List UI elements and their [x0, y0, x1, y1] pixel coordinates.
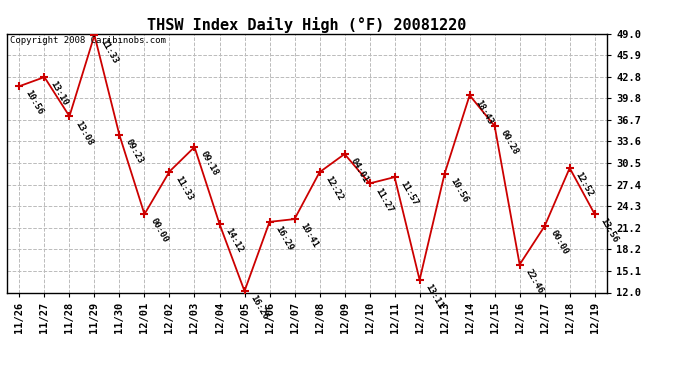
Text: 11:33: 11:33 [99, 38, 120, 66]
Text: Copyright 2008 Caribınobs.com: Copyright 2008 Caribınobs.com [10, 36, 166, 45]
Text: 13:11: 13:11 [424, 283, 445, 310]
Text: 16:29: 16:29 [274, 225, 295, 252]
Text: 00:28: 00:28 [499, 129, 520, 157]
Title: THSW Index Daily High (°F) 20081220: THSW Index Daily High (°F) 20081220 [148, 16, 466, 33]
Text: 13:56: 13:56 [599, 217, 620, 245]
Text: 12:22: 12:22 [324, 175, 345, 203]
Text: 14:12: 14:12 [224, 227, 245, 255]
Text: 00:00: 00:00 [549, 229, 570, 256]
Text: 13:10: 13:10 [48, 80, 70, 108]
Text: 10:56: 10:56 [448, 176, 470, 204]
Text: 10:41: 10:41 [299, 222, 320, 250]
Text: 10:56: 10:56 [23, 89, 45, 117]
Text: 11:27: 11:27 [374, 186, 395, 214]
Text: 18:43: 18:43 [474, 98, 495, 126]
Text: 13:08: 13:08 [74, 119, 95, 147]
Text: 16:26: 16:26 [248, 294, 270, 322]
Text: 09:18: 09:18 [199, 150, 220, 178]
Text: 09:23: 09:23 [124, 138, 145, 166]
Text: 12:52: 12:52 [574, 171, 595, 199]
Text: 22:46: 22:46 [524, 267, 545, 295]
Text: 00:00: 00:00 [148, 217, 170, 245]
Text: 11:57: 11:57 [399, 180, 420, 208]
Text: 04:01: 04:01 [348, 157, 370, 184]
Text: 11:33: 11:33 [174, 174, 195, 202]
